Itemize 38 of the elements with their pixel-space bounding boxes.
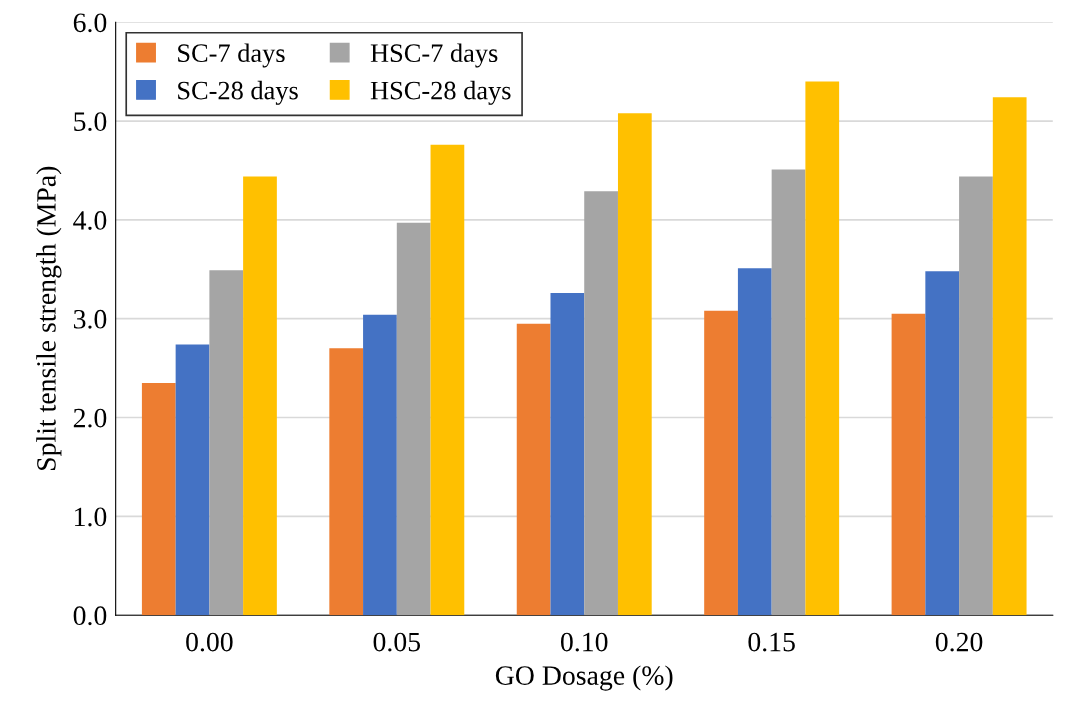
legend-label: HSC-7 days — [370, 43, 498, 68]
bar — [209, 270, 244, 616]
x-tick-label: 0.20 — [935, 632, 983, 652]
bar — [329, 348, 364, 616]
legend-label: SC-7 days — [178, 43, 285, 68]
y-tick-label: 3.0 — [73, 309, 107, 329]
y-tick-label: 6.0 — [73, 13, 107, 33]
bar — [396, 222, 431, 616]
bar — [925, 271, 960, 616]
x-tick-label: 0.15 — [748, 632, 795, 652]
bar — [430, 144, 465, 616]
legend-label: SC-28 days — [178, 80, 298, 105]
legend-label: HSC-28 days — [370, 80, 511, 105]
bar — [805, 81, 840, 616]
bar — [550, 293, 585, 616]
bar — [516, 323, 551, 616]
x-axis-title: GO Dosage (%) — [495, 665, 673, 691]
bar — [771, 169, 806, 616]
y-tick-label: 2.0 — [73, 408, 107, 428]
y-tick-label: 5.0 — [74, 112, 107, 132]
x-tick-label: 0.10 — [560, 632, 608, 652]
bar — [617, 113, 652, 616]
bar — [992, 97, 1027, 616]
y-tick-label: 4.0 — [73, 211, 107, 230]
bar — [175, 344, 210, 616]
bar — [363, 314, 397, 616]
y-tick-label: 0.0 — [73, 606, 107, 626]
bar — [959, 176, 993, 616]
bar — [737, 268, 772, 616]
bar — [141, 382, 176, 616]
bar — [584, 191, 618, 616]
y-axis-title: Split tensile strength (MPa) — [36, 166, 62, 470]
bar — [891, 313, 926, 616]
y-tick-label: 1.0 — [75, 507, 107, 527]
x-tick-label: 0.05 — [373, 632, 421, 652]
bar — [704, 310, 738, 616]
x-tick-label: 0.00 — [186, 632, 233, 652]
bar — [243, 176, 277, 616]
